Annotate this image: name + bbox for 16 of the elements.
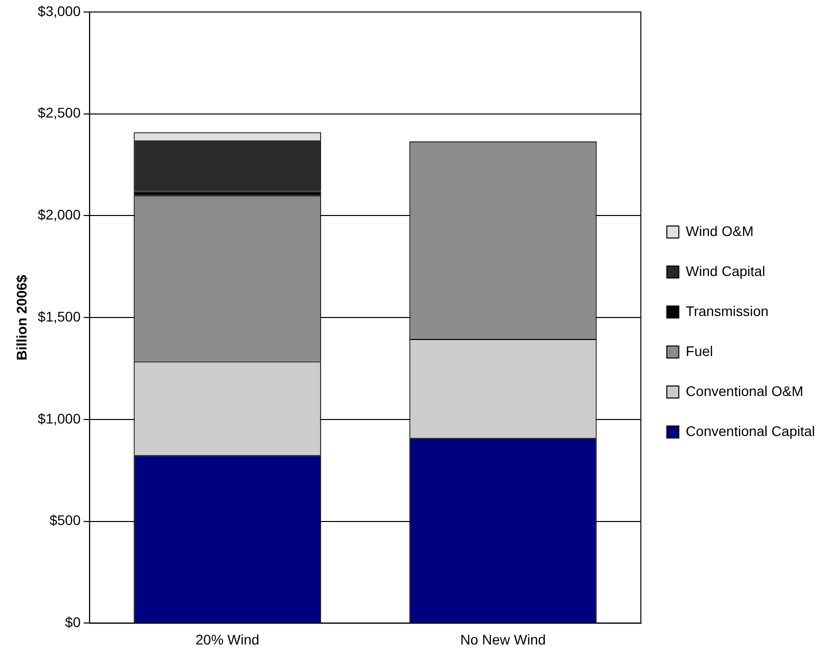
legend-label: Fuel bbox=[686, 342, 714, 359]
legend-label: Transmission bbox=[686, 302, 769, 319]
x-tick-label: 20% Wind bbox=[196, 631, 260, 648]
y-tick-label: $1,500 bbox=[38, 308, 81, 324]
y-tick-label: $0 bbox=[65, 614, 81, 630]
y-axis-title: Billion 2006$ bbox=[13, 274, 30, 360]
y-tick-label: $2,000 bbox=[38, 206, 81, 223]
x-tick-label: No New Wind bbox=[460, 631, 546, 648]
y-tick-label: $1,000 bbox=[38, 410, 81, 426]
legend-label: Wind O&M bbox=[686, 222, 754, 239]
legend-label: Conventional O&M bbox=[686, 382, 804, 399]
y-tick-label: $500 bbox=[49, 512, 81, 528]
legend-label: Conventional Capital bbox=[686, 422, 816, 439]
y-tick-label: $2,500 bbox=[38, 104, 81, 121]
y-tick-label: $3,000 bbox=[38, 2, 81, 19]
legend-label: Wind Capital bbox=[686, 262, 766, 279]
